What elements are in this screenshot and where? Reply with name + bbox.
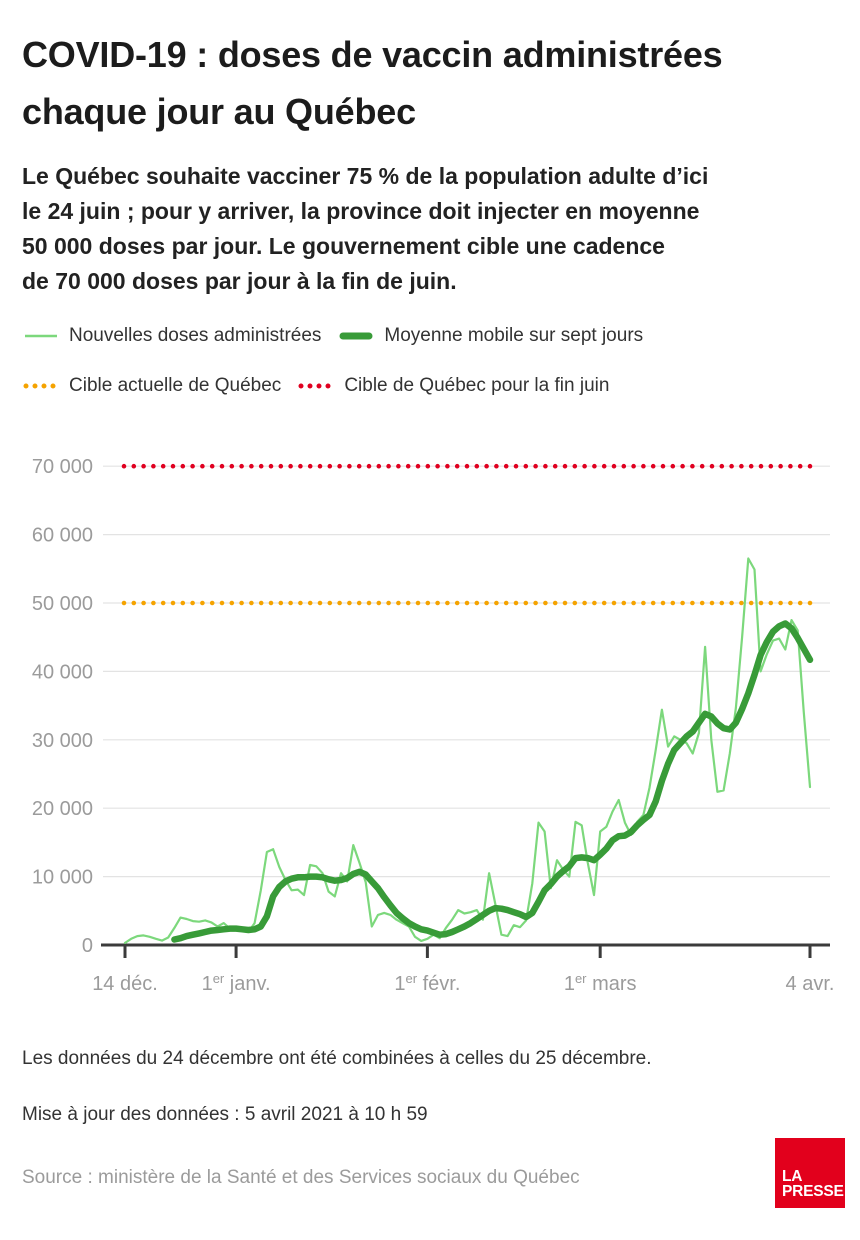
y-tick-label: 50 000: [32, 593, 93, 615]
y-axis-labels: 0 10 000 20 000 30 000 40 000 50 000 60 000 70 …: [32, 456, 93, 957]
legend-label-current-target: Cible actuelle de Québec: [69, 375, 282, 396]
legend-row-2: Cible actuelle de Québec Cible de Québec…: [22, 371, 842, 401]
logo-line-1: LA: [782, 1168, 803, 1185]
logo-line-2: PRESSE: [782, 1183, 844, 1200]
y-tick-label: 70 000: [32, 456, 93, 478]
data-note: Les données du 24 décembre ont été combi…: [22, 1048, 652, 1069]
orange-dotted-line-swatch-icon: [22, 381, 60, 391]
page-title-line-2: chaque jour au Québec: [22, 91, 416, 132]
subtitle-line-4: de 70 000 doses par jour à la fin de jui…: [22, 268, 457, 294]
legend-label-june-target: Cible de Québec pour la fin juin: [344, 375, 610, 396]
y-tick-label: 40 000: [32, 661, 93, 683]
page-title: COVID-19 : doses de vaccin administrées …: [22, 26, 842, 140]
x-tick-label: 14 déc.: [92, 973, 158, 995]
y-tick-label: 60 000: [32, 525, 93, 547]
y-tick-label: 30 000: [32, 730, 93, 752]
thin-green-line-swatch-icon: [22, 331, 60, 341]
legend-item-daily-doses: Nouvelles doses administrées: [22, 325, 321, 347]
y-tick-label: 20 000: [32, 798, 93, 820]
daily-doses-line: [123, 557, 812, 945]
legend-row-1: Nouvelles doses administrées Moyenne mob…: [22, 321, 842, 351]
swatch-svg: [339, 332, 373, 340]
chart-subtitle: Le Québec souhaite vacciner 75 % de la p…: [22, 159, 842, 299]
legend-item-moving-average: Moyenne mobile sur sept jours: [337, 325, 643, 347]
chart-legend: Nouvelles doses administrées Moyenne mob…: [22, 321, 842, 421]
source-credit: Source : ministère de la Santé et des Se…: [22, 1167, 580, 1188]
x-tick-label: 1er févr.: [394, 971, 460, 995]
subtitle-line-2: le 24 juin ; pour y arriver, la province…: [22, 198, 700, 224]
swatch-svg: [23, 383, 59, 389]
x-axis: 14 déc. 1er janv. 1er févr. 1er mars 4 avr.: [92, 943, 835, 995]
legend-label-daily-doses: Nouvelles doses administrées: [69, 325, 322, 346]
red-dotted-line-swatch-icon: [297, 381, 335, 391]
la-presse-logo: LA PRESSE: [775, 1138, 845, 1208]
x-tick-label: 1er janv.: [202, 971, 271, 995]
last-updated: Mise à jour des données : 5 avril 2021 à…: [22, 1104, 428, 1125]
x-tick-label: 4 avr.: [786, 973, 835, 995]
vaccination-line-chart: 0 10 000 20 000 30 000 40 000 50 000 60 000 70 …: [32, 456, 835, 995]
legend-item-current-target: Cible actuelle de Québec: [22, 375, 281, 397]
y-tick-label: 10 000: [32, 867, 93, 889]
thick-green-line-swatch-icon: [337, 331, 375, 341]
swatch-svg: [298, 383, 334, 389]
moving-average-line: [171, 620, 814, 943]
legend-item-june-target: Cible de Québec pour la fin juin: [297, 375, 609, 397]
y-tick-label: 0: [82, 935, 93, 957]
page-title-line-1: COVID-19 : doses de vaccin administrées: [22, 34, 723, 75]
gridlines: [103, 465, 830, 878]
swatch-svg: [25, 334, 57, 338]
legend-label-moving-average: Moyenne mobile sur sept jours: [384, 325, 644, 346]
subtitle-line-3: 50 000 doses par jour. Le gouvernement c…: [22, 233, 665, 259]
target-reference-lines: [121, 463, 815, 606]
subtitle-line-1: Le Québec souhaite vacciner 75 % de la p…: [22, 163, 709, 189]
x-tick-label: 1er mars: [564, 971, 637, 995]
